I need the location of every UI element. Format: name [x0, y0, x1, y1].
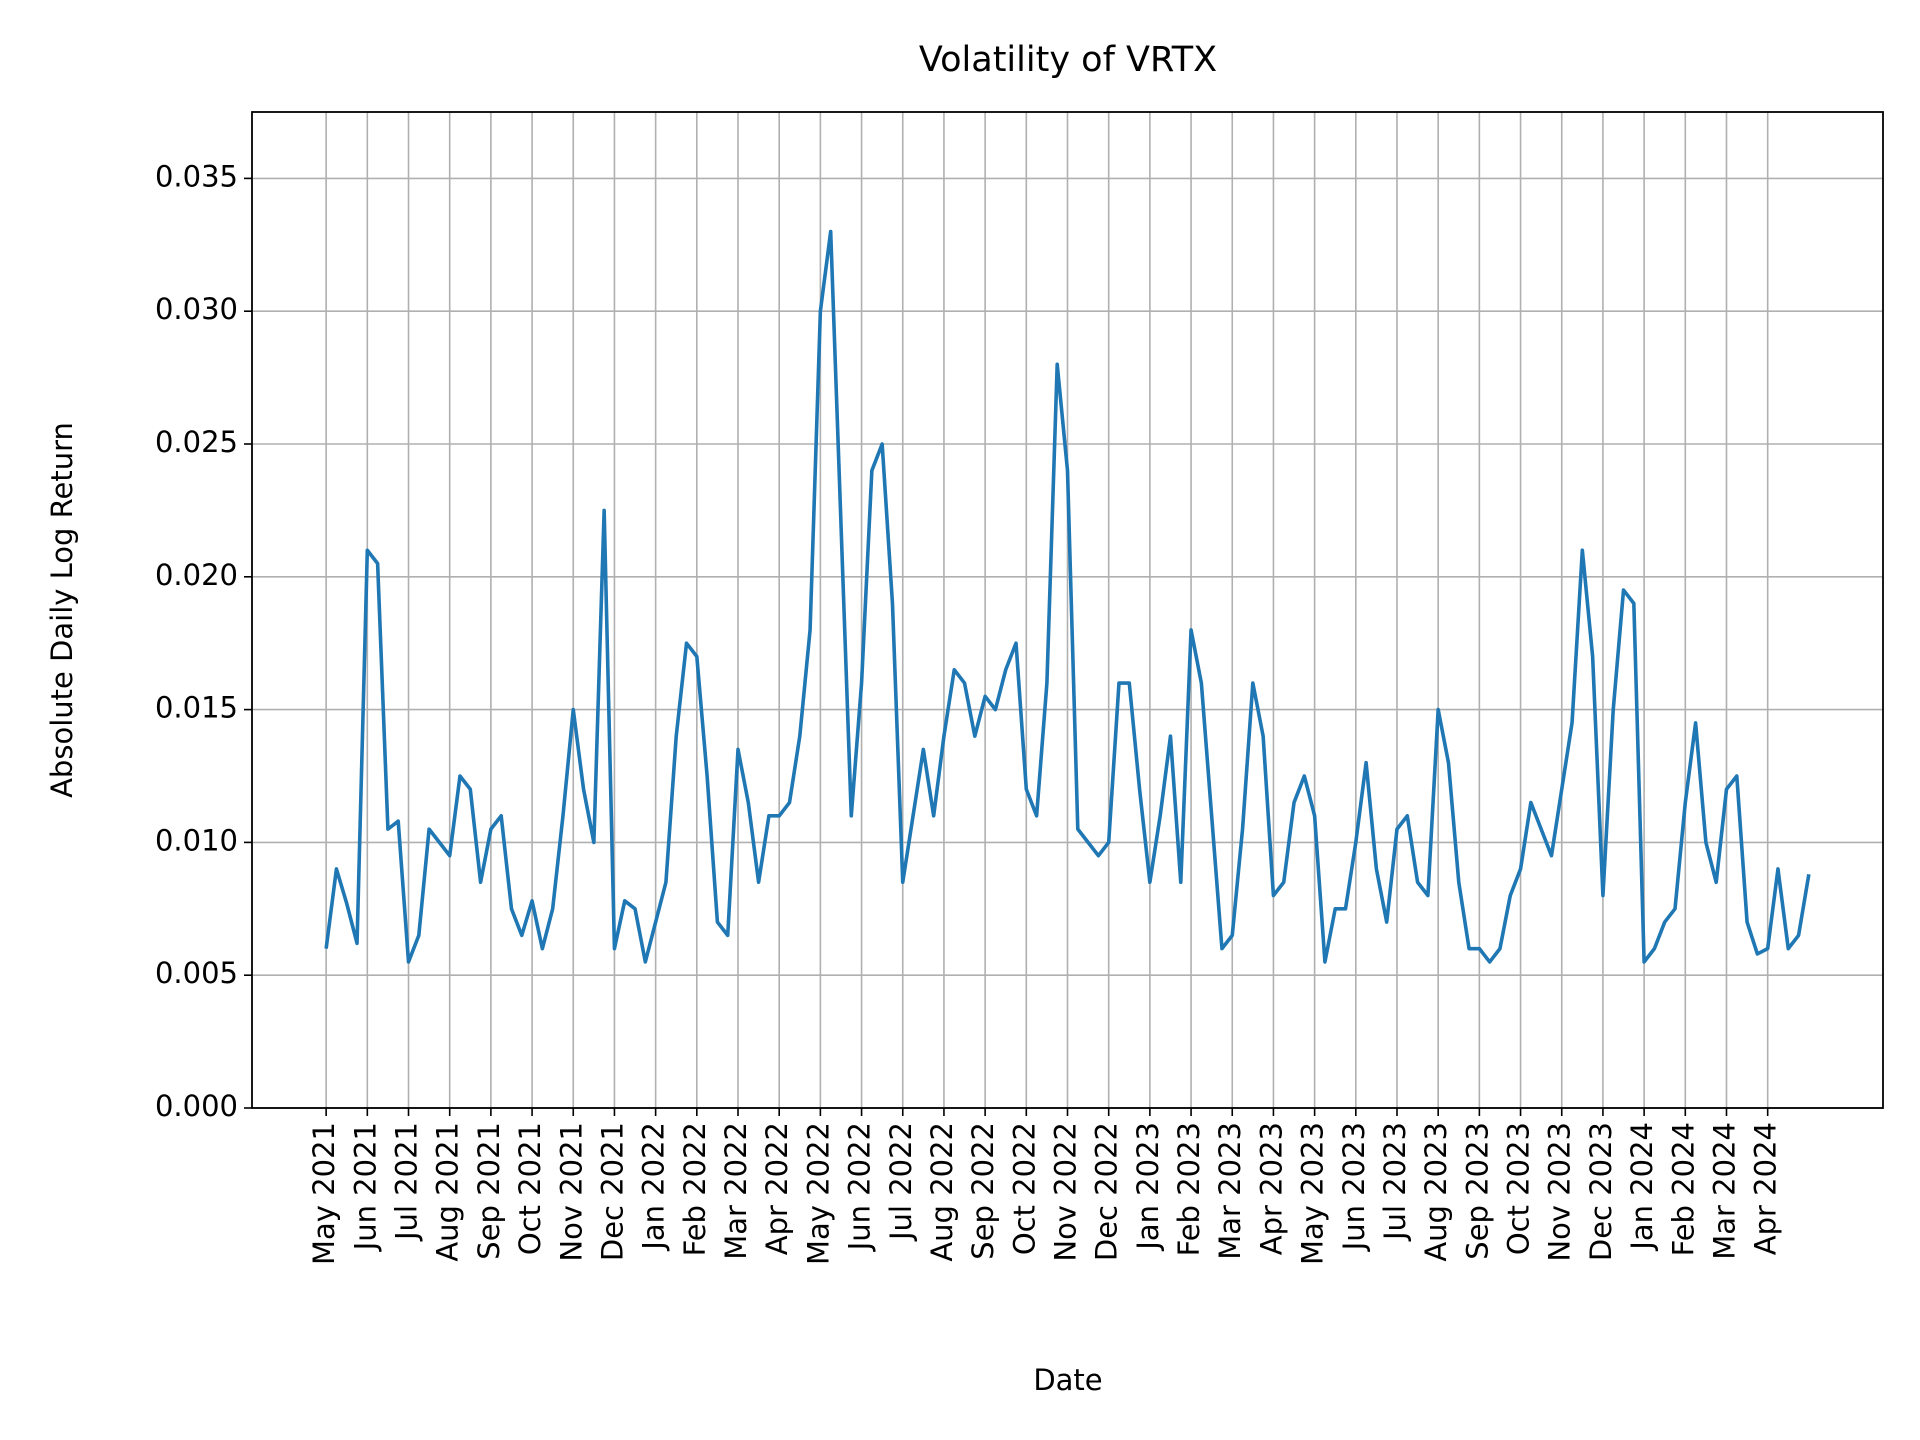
x-tick-label: Jun 2021 [348, 1122, 382, 1252]
y-tick-label: 0.000 [155, 1089, 238, 1123]
x-tick-label: May 2023 [1296, 1122, 1330, 1265]
x-tick-label: Mar 2022 [719, 1122, 753, 1260]
x-tick-label: May 2022 [801, 1122, 835, 1265]
y-tick-label: 0.035 [155, 159, 238, 193]
x-tick-label: Mar 2023 [1213, 1122, 1247, 1260]
y-axis-label: Absolute Daily Log Return [45, 422, 79, 798]
x-tick-label: Apr 2022 [760, 1122, 794, 1255]
x-tick-label: Feb 2023 [1172, 1122, 1206, 1256]
x-tick-label: Feb 2022 [678, 1122, 712, 1256]
x-axis-label: Date [1033, 1363, 1102, 1397]
x-tick-label: Jan 2022 [637, 1122, 671, 1252]
chart-title: Volatility of VRTX [919, 40, 1217, 80]
x-tick-label: Oct 2022 [1007, 1122, 1041, 1255]
y-tick-label: 0.005 [155, 956, 238, 990]
y-tick-label: 0.020 [155, 558, 238, 592]
x-tick-label: Jul 2022 [884, 1122, 918, 1242]
x-tick-label: Aug 2023 [1419, 1122, 1453, 1262]
y-tick-label: 0.030 [155, 292, 238, 326]
x-tick-label: Jan 2024 [1625, 1122, 1659, 1252]
y-tick-label: 0.025 [155, 425, 238, 459]
x-tick-label: Oct 2021 [513, 1122, 547, 1255]
x-tick-label: Nov 2022 [1049, 1122, 1083, 1262]
x-tick-label: Dec 2021 [595, 1122, 629, 1261]
x-tick-label: Jun 2023 [1337, 1122, 1371, 1252]
x-tick-label: Nov 2021 [554, 1122, 588, 1262]
x-tick-label: Aug 2022 [925, 1122, 959, 1262]
x-tick-label: Jul 2023 [1378, 1122, 1412, 1242]
x-tick-label: Aug 2021 [431, 1122, 465, 1262]
x-tick-label: Feb 2024 [1666, 1122, 1700, 1256]
y-tick-label: 0.015 [155, 691, 238, 725]
x-tick-label: Dec 2023 [1584, 1122, 1618, 1261]
y-tick-label: 0.010 [155, 823, 238, 857]
x-tick-label: Sep 2022 [966, 1122, 1000, 1260]
x-tick-label: Sep 2021 [472, 1122, 506, 1260]
x-tick-label: Jun 2022 [843, 1122, 877, 1252]
x-tick-label: Jul 2021 [390, 1122, 424, 1242]
plot-frame [251, 111, 1884, 1109]
x-tick-label: May 2021 [307, 1122, 341, 1265]
x-tick-label: Oct 2023 [1502, 1122, 1536, 1255]
x-tick-label: Dec 2022 [1090, 1122, 1124, 1261]
x-tick-label: Apr 2024 [1749, 1122, 1783, 1255]
x-tick-label: Mar 2024 [1707, 1122, 1741, 1260]
x-tick-label: Sep 2023 [1460, 1122, 1494, 1260]
x-tick-label: Nov 2023 [1543, 1122, 1577, 1262]
line-series [324, 229, 1811, 964]
x-tick-label: Apr 2023 [1254, 1122, 1288, 1255]
x-tick-label: Jan 2023 [1131, 1122, 1165, 1252]
